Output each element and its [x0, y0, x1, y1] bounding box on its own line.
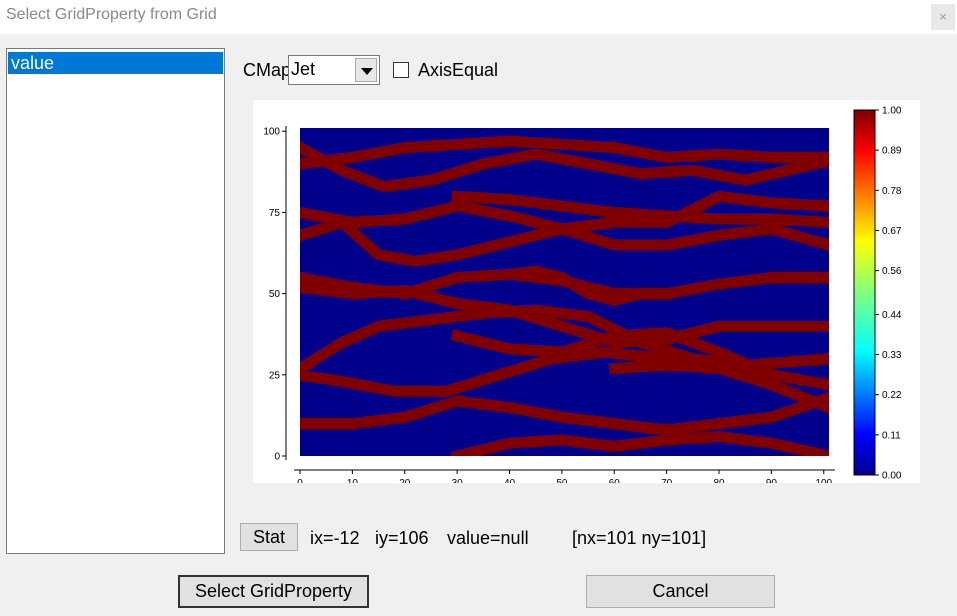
x-tick-label: 20	[399, 478, 411, 483]
x-tick-label: 80	[713, 478, 725, 483]
channel-band	[300, 141, 829, 192]
channel-band	[608, 359, 829, 414]
plot-area[interactable]: 0 10 20 30 40 50 60 70 80 90 100 0 25 50 75 100 0.00 0.1…	[253, 100, 920, 490]
cmap-select[interactable]: Jet	[288, 55, 380, 85]
colorbar-tick-label: 0.22	[882, 390, 902, 401]
x-tick-label: 40	[504, 478, 516, 483]
axis-equal-label[interactable]: AxisEqual	[418, 60, 499, 80]
list-item[interactable]: value	[8, 52, 223, 74]
status-ix: ix=-12	[310, 528, 360, 548]
colorbar	[853, 109, 876, 476]
colorbar-tick-label: 0.89	[882, 146, 902, 157]
y-tick-label: 100	[263, 127, 280, 138]
channel-band	[300, 216, 829, 267]
title-bar: Select GridProperty from Grid ×	[0, 0, 957, 34]
x-tick-label: 50	[556, 478, 568, 483]
status-dims: [nx=101 ny=101]	[572, 528, 707, 548]
cmap-select-value: Jet	[291, 59, 316, 79]
colorbar-tick-label: 0.00	[882, 471, 902, 482]
heatmap-chart[interactable]: 0 10 20 30 40 50 60 70 80 90 100 0 25 50 75 100 0.00 0.1…	[253, 100, 920, 490]
chevron-down-icon[interactable]	[355, 58, 377, 82]
colorbar-tick-label: 0.33	[882, 350, 902, 361]
status-value: value=null	[447, 528, 529, 548]
close-icon[interactable]: ×	[931, 4, 955, 30]
colorbar-tick-label: 1.00	[882, 106, 902, 117]
channel-band	[450, 327, 829, 391]
x-tick-label: 60	[609, 478, 621, 483]
x-tick-label: 100	[815, 478, 832, 483]
y-tick-label: 25	[269, 370, 281, 381]
cancel-button[interactable]: Cancel	[586, 575, 775, 608]
colorbar-tick-label: 0.44	[882, 310, 902, 321]
x-tick-label: 70	[661, 478, 673, 483]
axis-equal-checkbox[interactable]	[393, 62, 409, 78]
select-gridproperty-button[interactable]: Select GridProperty	[178, 575, 369, 608]
x-tick-label: 90	[766, 478, 778, 483]
status-iy: iy=106	[375, 528, 429, 548]
x-tick-label: 0	[297, 478, 303, 483]
window-title: Select GridProperty from Grid	[6, 6, 217, 23]
channel-band	[451, 190, 829, 228]
channel-band	[503, 265, 673, 306]
property-list[interactable]: value	[6, 48, 225, 554]
y-tick-label: 75	[269, 208, 281, 219]
colorbar-tick-label: 0.78	[882, 186, 902, 197]
stat-button[interactable]: Stat	[240, 523, 298, 551]
y-tick-label: 50	[269, 289, 281, 300]
y-tick-label: 0	[274, 452, 280, 463]
cmap-label: CMap	[243, 60, 288, 80]
x-tick-label: 30	[452, 478, 464, 483]
channel-band	[450, 431, 829, 456]
x-tick-label: 10	[347, 478, 359, 483]
colorbar-tick-label: 0.67	[882, 226, 902, 237]
colorbar-tick-label: 0.56	[882, 266, 902, 277]
colorbar-tick-label: 0.11	[882, 430, 901, 441]
channel-band	[300, 391, 829, 436]
channel-band	[300, 281, 829, 348]
channel-band	[300, 135, 829, 170]
